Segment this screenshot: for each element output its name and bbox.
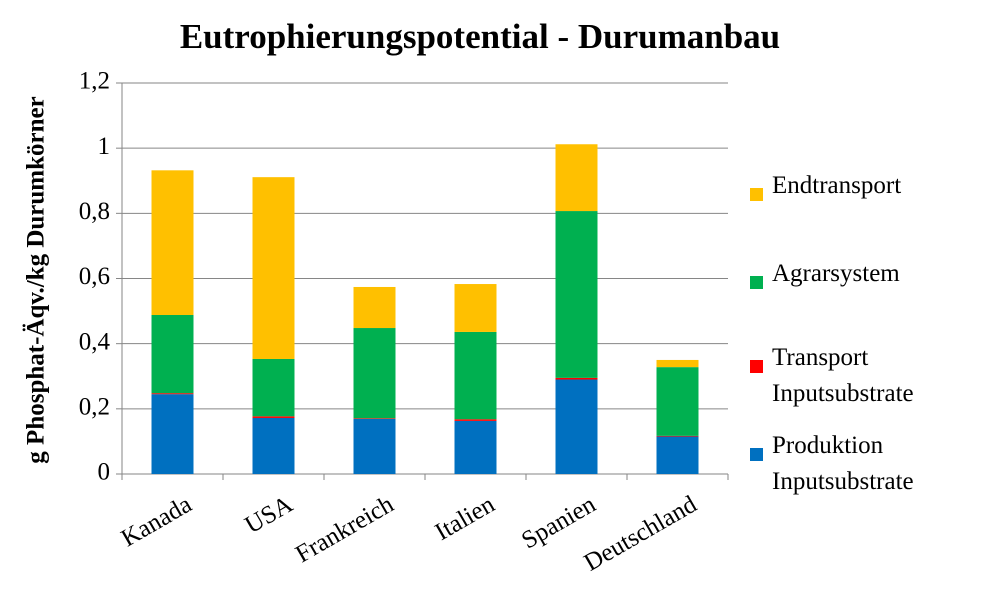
y-tick-label: 0 <box>98 459 111 486</box>
y-tick-label: 1 <box>98 133 111 160</box>
legend-label: Endtransport <box>772 172 902 199</box>
bar-segment <box>656 435 699 437</box>
x-tick-label: Deutschland <box>580 491 702 577</box>
x-tick-label: Kanada <box>117 491 197 553</box>
legend-swatch <box>750 448 763 461</box>
bar-segment <box>454 419 497 421</box>
bar-segment <box>151 170 194 315</box>
bar-segment <box>353 286 396 329</box>
legend-label: Agrarsystem <box>772 260 900 287</box>
x-tick-label: USA <box>241 491 298 539</box>
bar-segment <box>252 417 295 474</box>
x-tick-label: Frankreich <box>291 491 399 569</box>
bar-segment <box>656 436 699 474</box>
bar-segment <box>454 420 497 474</box>
legend-swatch <box>750 276 763 289</box>
y-tick-label: 0,8 <box>79 198 110 225</box>
bar-segment <box>555 379 598 474</box>
bar-segment <box>454 284 497 332</box>
bar-segment <box>151 394 194 474</box>
x-tick-label: Italien <box>431 491 500 547</box>
bar-segment <box>252 416 295 418</box>
legend-swatch <box>750 360 763 373</box>
bar-segment <box>353 418 396 474</box>
y-tick-label: 0,4 <box>79 328 111 355</box>
y-tick-label: 0,6 <box>79 263 110 290</box>
legend-swatch <box>750 188 763 201</box>
bar-segment <box>656 359 699 368</box>
bar-segment <box>454 331 497 420</box>
bar-segment <box>656 367 699 436</box>
y-tick-label: 1,2 <box>79 68 110 95</box>
bar-segment <box>252 358 295 417</box>
legend-label: Transport Inputsubstrate <box>772 344 914 407</box>
bar-segment <box>353 328 396 419</box>
x-tick-label: Spanien <box>517 491 601 555</box>
legend-label: Produktion Inputsubstrate <box>772 432 914 495</box>
bar-segment <box>555 377 598 380</box>
chart-title: Eutrophierungspotential - Durumanbau <box>180 17 780 56</box>
bar-segment <box>555 211 598 378</box>
bar-segment <box>151 393 194 395</box>
bar-segment <box>151 314 194 394</box>
bar-segment <box>353 418 396 419</box>
y-axis-label: g Phosphat-Äqv./kg Durumkörner <box>23 96 50 463</box>
bar-segment <box>252 177 295 359</box>
bar-segment <box>555 144 598 212</box>
y-tick-label: 0,2 <box>79 394 110 421</box>
